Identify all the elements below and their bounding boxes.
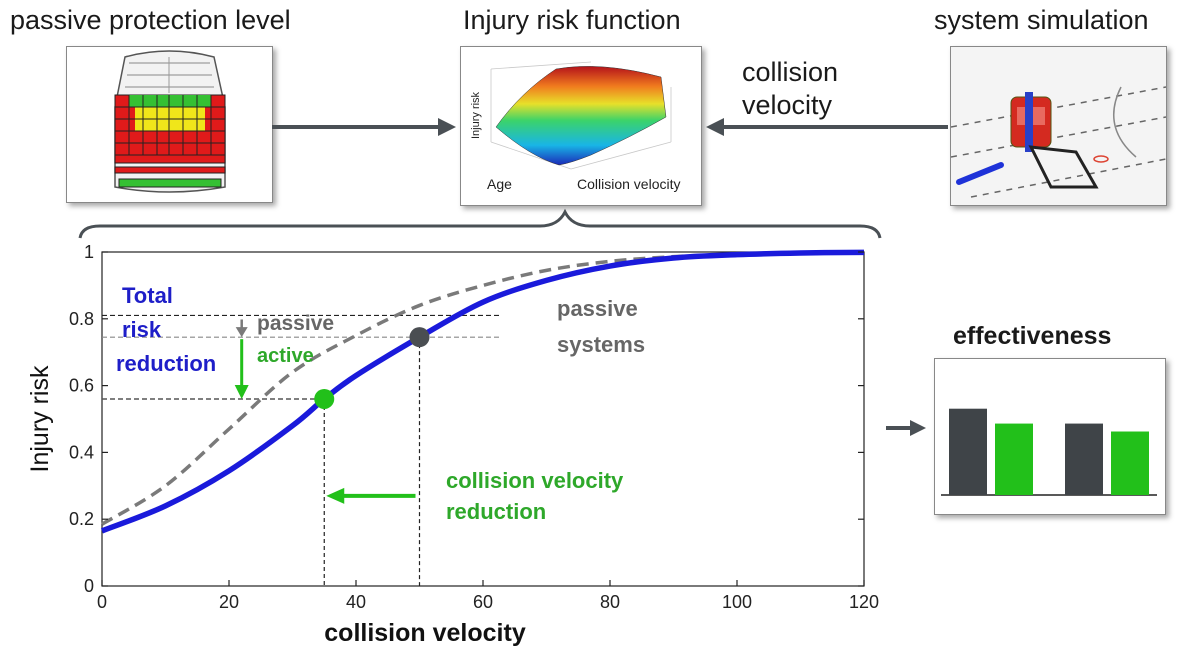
passive-arrow-head [235, 327, 248, 338]
x-tick-label: 100 [722, 592, 752, 612]
effectiveness-bar [1065, 423, 1103, 495]
collision-velocity-label: collision velocity [742, 56, 838, 122]
total-risk-label-line1: Total [122, 283, 173, 308]
effectiveness-bar [1111, 431, 1149, 495]
effectiveness-bar [949, 408, 987, 495]
injury-risk-chart: 0 20 40 60 80 100 120 0 0.2 0.4 0.6 0.8 1 collision … [26, 242, 879, 647]
effectiveness-bar [995, 423, 1033, 495]
risk-curve-solid [100, 249, 865, 534]
x-tick-label: 120 [849, 592, 879, 612]
x-tick-label: 40 [346, 592, 366, 612]
passive-systems-label-line1: passive [557, 296, 638, 321]
x-tick-label: 0 [97, 592, 107, 612]
y-tick-label: 0 [84, 576, 94, 596]
original-velocity-point [409, 327, 430, 348]
y-tick-label: 0.8 [69, 309, 94, 329]
y-tick-label: 1 [84, 242, 94, 262]
velocity-reduction-arrow-head [326, 487, 345, 504]
effectiveness-heading: effectiveness [953, 322, 1112, 350]
arrow-head-passive-to-injury [438, 118, 456, 136]
curly-brace [78, 208, 882, 239]
collision-velocity-line1: collision [742, 57, 839, 87]
active-label: active [257, 345, 314, 367]
x-axis-label: collision velocity [324, 619, 526, 647]
x-tick-label: 20 [219, 592, 239, 612]
surface-z-label: Injury risk [470, 91, 482, 139]
collision-velocity-line2: velocity [742, 90, 833, 120]
injury-risk-function-heading: Injury risk function [463, 5, 681, 35]
chart-frame [101, 251, 865, 587]
system-simulation-heading: system simulation [934, 5, 1149, 35]
injury-risk-function-panel: Injury risk Age Collision velocity [460, 46, 702, 206]
y-tick-label: 0.2 [69, 509, 94, 529]
system-simulation-panel [950, 46, 1167, 206]
injury-risk-surface-image: Injury risk Age Collision velocity [470, 61, 680, 192]
x-tick-label: 80 [600, 592, 620, 612]
arrow-head-to-effectiveness [910, 420, 926, 436]
passive-label: passive [257, 312, 334, 335]
active-arrow-head [234, 384, 249, 399]
system-simulation-image [950, 47, 1167, 205]
effectiveness-panel [934, 358, 1166, 515]
y-tick-label: 0.6 [69, 376, 94, 396]
passive-protection-panel [66, 46, 273, 203]
passive-protection-heading: passive protection level [10, 5, 291, 35]
surface-x-label: Age [487, 176, 512, 192]
cv-reduction-label-line2: reduction [446, 499, 546, 524]
total-risk-label-line3: reduction [116, 351, 216, 376]
total-risk-label-line2: risk [122, 317, 162, 342]
passive-systems-label-line2: systems [557, 332, 645, 357]
reduced-velocity-point [314, 388, 335, 409]
x-tick-label: 60 [473, 592, 493, 612]
arrow-head-system-to-injury [706, 118, 724, 136]
effectiveness-bar-chart [941, 408, 1157, 496]
y-tick-label: 0.4 [69, 442, 94, 462]
surface-y-label: Collision velocity [577, 176, 680, 192]
car-front-grid-image [114, 50, 226, 193]
y-axis-label: Injury risk [26, 365, 54, 472]
cv-reduction-label-line1: collision velocity [446, 468, 624, 493]
